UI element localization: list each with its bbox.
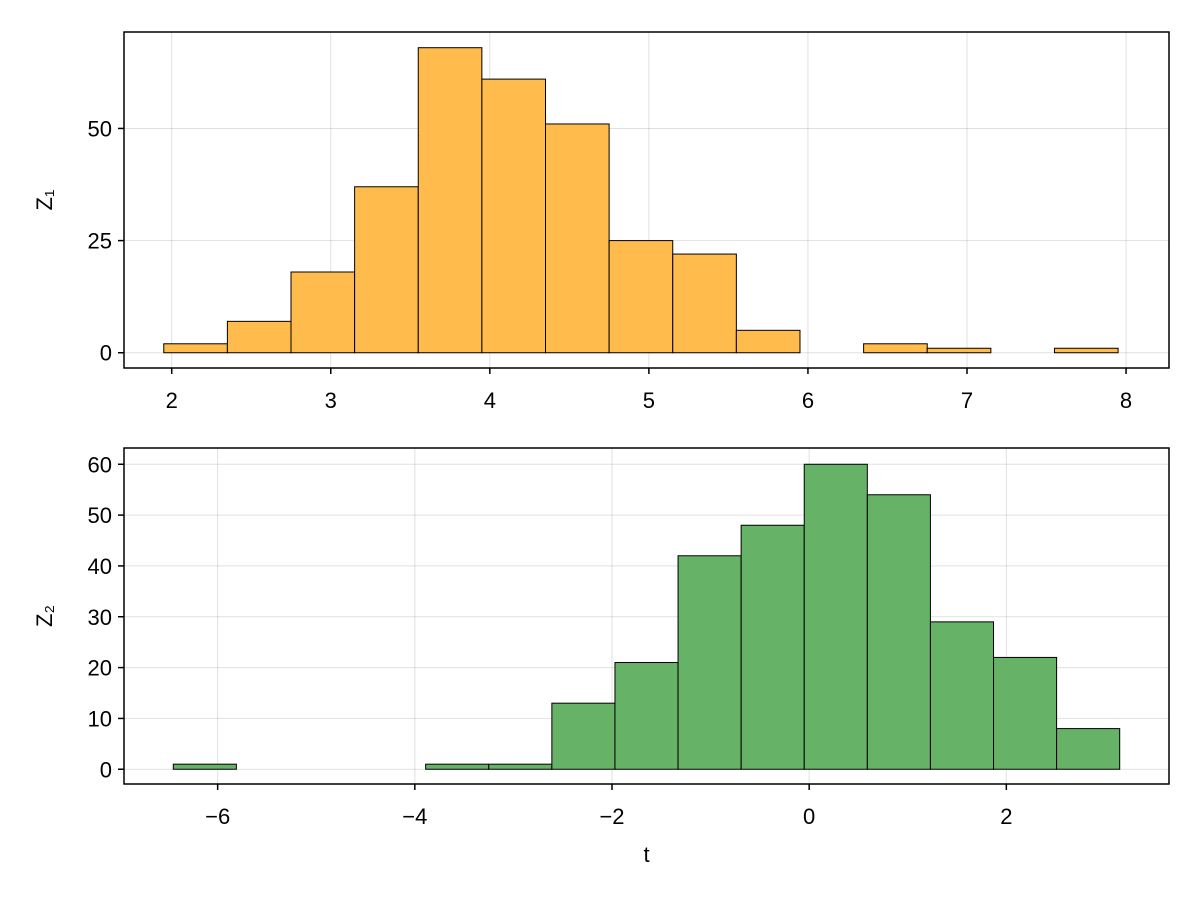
y-tick-label: 40 xyxy=(88,554,112,579)
histogram-bar xyxy=(926,347,992,354)
x-tick-label: 6 xyxy=(802,388,814,413)
y-tick-label: 10 xyxy=(88,706,112,731)
x-tick-label: 4 xyxy=(484,388,496,413)
histogram-bar xyxy=(226,320,292,354)
histogram-bar xyxy=(488,763,553,770)
y-tick-label: 0 xyxy=(100,757,112,782)
y-tick-label: 25 xyxy=(88,229,112,254)
histogram-bar xyxy=(614,662,679,770)
y-tick-label: 20 xyxy=(88,656,112,681)
histogram-bar xyxy=(481,78,546,354)
panel-z1: 2 3 4 5 6 7 8 0 25 50 Z₁ xyxy=(32,31,1170,413)
histogram-bar xyxy=(163,343,228,354)
histogram-bar xyxy=(425,763,490,770)
histogram-bar xyxy=(544,123,610,354)
histogram-bar xyxy=(740,524,805,770)
x-tick-label: 8 xyxy=(1120,388,1132,413)
histogram-bar xyxy=(735,329,801,354)
histogram-bar xyxy=(929,621,995,770)
histogram-bar xyxy=(1056,728,1121,770)
histogram-bar xyxy=(290,271,356,354)
x-tick-label: 2 xyxy=(166,388,178,413)
x-tick-label: 3 xyxy=(325,388,337,413)
x-tick-label: 7 xyxy=(961,388,973,413)
y-tick-label: 50 xyxy=(88,503,112,528)
histogram-bar xyxy=(354,186,419,354)
x-tick-label: −4 xyxy=(402,804,427,829)
histogram-bar xyxy=(1053,347,1119,354)
y-tick-label: 30 xyxy=(88,605,112,630)
x-tick-label: −2 xyxy=(599,804,624,829)
histogram-bar xyxy=(608,240,674,354)
y-tick-label: 50 xyxy=(88,116,112,141)
histogram-bar xyxy=(672,253,737,354)
y-axis-label: Z₁ xyxy=(32,190,57,211)
histogram-bar xyxy=(677,555,742,770)
histogram-bar xyxy=(551,702,616,770)
histogram-bar xyxy=(993,656,1058,770)
y-tick-label: 0 xyxy=(100,341,112,366)
histogram-bar xyxy=(172,763,237,770)
histogram-bar xyxy=(417,47,483,354)
axes-frame xyxy=(123,31,1170,369)
y-axis-label: Z₂ xyxy=(32,605,57,627)
histogram-bar xyxy=(803,463,868,770)
x-tick-label: 5 xyxy=(643,388,655,413)
axes-frame xyxy=(123,447,1170,785)
x-tick-label: 0 xyxy=(803,804,815,829)
x-axis-label: t xyxy=(643,842,649,867)
y-tick-label: 60 xyxy=(88,452,112,477)
histogram-bar xyxy=(866,494,931,770)
x-tick-label: −6 xyxy=(205,804,230,829)
x-tick-label: 2 xyxy=(1000,804,1012,829)
histogram-bar xyxy=(863,343,928,354)
